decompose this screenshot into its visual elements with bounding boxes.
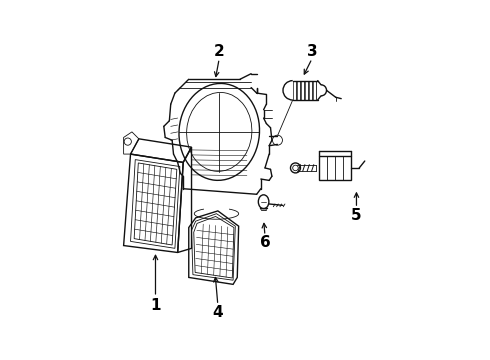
Text: 5: 5 bbox=[351, 208, 362, 222]
Text: 4: 4 bbox=[213, 305, 223, 320]
Text: 3: 3 bbox=[307, 44, 318, 59]
Text: 2: 2 bbox=[214, 44, 224, 59]
Text: 1: 1 bbox=[150, 298, 161, 312]
Bar bbox=[319, 156, 351, 180]
Text: 6: 6 bbox=[260, 235, 270, 250]
